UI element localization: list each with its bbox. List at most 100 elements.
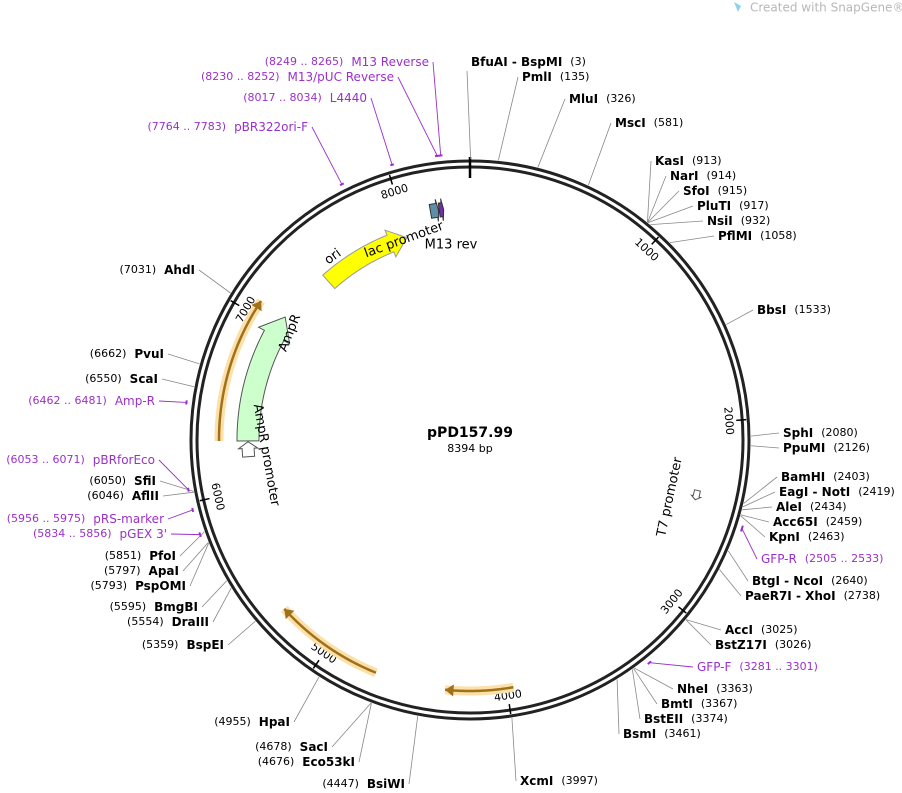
site-label: (5797) ApaI — [104, 564, 179, 578]
site-label: PmlI (135) — [522, 70, 589, 84]
site-label: BstZ17I (3026) — [715, 638, 811, 652]
site-position: (3) — [570, 55, 586, 68]
site-label: (7031) AhdI — [120, 263, 195, 277]
feature-ori — [322, 229, 408, 290]
site-name: ScaI — [130, 372, 158, 386]
site-position: (4678) — [255, 740, 292, 753]
site-label: NsiI (932) — [707, 214, 770, 228]
site-position: (914) — [707, 169, 737, 182]
site-position: (2434) — [810, 500, 847, 513]
site-name: BbsI — [757, 303, 786, 317]
site-name: BtgI - NcoI — [752, 574, 823, 588]
site-position: (4676) — [258, 755, 295, 768]
primer-line — [432, 61, 442, 156]
site-label: (5595) BmgBI — [110, 600, 198, 614]
site-position: (5359) — [142, 638, 179, 651]
primer-label: GFP-F (3281 .. 3301) — [697, 660, 818, 674]
site-line — [719, 569, 742, 597]
site-label: AccI (3025) — [725, 623, 798, 637]
site-name: pRS-marker — [93, 512, 164, 526]
primer-label: GFP-R (2505 .. 2533) — [761, 552, 883, 566]
site-name: L4440 — [330, 91, 367, 105]
site-line — [588, 122, 612, 186]
site-line — [408, 716, 419, 785]
site-name: BstEII — [644, 712, 683, 726]
site-name: MluI — [569, 92, 598, 106]
ruler-tick — [312, 659, 320, 669]
ruler-label: 2000 — [721, 406, 736, 435]
site-position: (5595) — [110, 600, 147, 613]
site-name: GFP-R — [761, 552, 797, 566]
site-label: (5554) DraIII — [127, 615, 209, 629]
primer-line — [741, 528, 758, 560]
site-position: (3281 .. 3301) — [739, 660, 818, 673]
site-position: (581) — [654, 116, 684, 129]
site-line — [685, 619, 712, 646]
site-position: (6046) — [87, 489, 124, 502]
site-name: KasI — [655, 154, 684, 168]
site-name: SfoI — [683, 184, 710, 198]
site-position: (3026) — [775, 638, 812, 651]
site-name: HpaI — [259, 715, 290, 729]
ruler-tick — [651, 236, 660, 245]
site-name: BspEI — [186, 638, 224, 652]
site-line — [650, 220, 704, 226]
site-line — [189, 543, 210, 587]
site-label: SfoI (915) — [683, 184, 747, 198]
site-position: (913) — [692, 154, 722, 167]
site-line — [634, 667, 674, 690]
site-position: (6662) — [90, 347, 127, 360]
feature-ampr — [236, 316, 291, 442]
feature-ampr-promoter — [236, 441, 260, 458]
site-position: (3363) — [716, 682, 753, 695]
site-position: (2126) — [833, 441, 870, 454]
ruler-tick — [199, 497, 210, 502]
site-position: (7031) — [120, 263, 157, 276]
site-label: (5793) PspOMI — [90, 579, 186, 593]
site-label: BmtI (3367) — [661, 697, 737, 711]
site-label: PaeR7I - XhoI (2738) — [745, 589, 880, 603]
site-line — [167, 353, 200, 365]
site-label: (6662) PvuI — [90, 347, 164, 361]
site-position: (2080) — [821, 426, 858, 439]
site-position: (2459) — [826, 515, 863, 528]
site-line — [742, 506, 773, 511]
feature-m13-rev — [437, 198, 445, 221]
site-line — [633, 668, 658, 705]
site-label: PpuMI (2126) — [783, 441, 870, 455]
ruler-tick — [388, 174, 394, 185]
site-name: SfiI — [134, 474, 156, 488]
site-label: (5359) BspEI — [142, 638, 224, 652]
site-line — [647, 190, 680, 223]
site-label: NheI (3363) — [677, 682, 753, 696]
site-label: (6550) ScaI — [85, 372, 158, 386]
site-label: (4955) HpaI — [214, 715, 290, 729]
site-line — [227, 620, 256, 646]
site-position: (4955) — [214, 715, 251, 728]
feature-t7-promoter — [690, 489, 703, 501]
site-line — [742, 491, 776, 508]
site-line — [750, 445, 780, 449]
site-position: (3025) — [761, 623, 798, 636]
site-name: BsiWI — [367, 777, 405, 791]
site-position: (6050) — [89, 474, 126, 487]
site-name: SphI — [783, 426, 813, 440]
site-name: BfuAI - BspMI — [471, 55, 562, 69]
site-label: Acc65I (2459) — [773, 515, 862, 529]
site-position: (8249 .. 8265) — [265, 55, 344, 68]
site-line — [331, 702, 372, 748]
site-position: (5834 .. 5856) — [33, 527, 112, 540]
site-position: (2640) — [831, 574, 868, 587]
primer-label: (6053 .. 6071) pBRforEco — [6, 453, 155, 467]
site-name: Acc65I — [773, 515, 818, 529]
ruler-tick — [230, 299, 240, 307]
ruler-label: 8000 — [379, 181, 410, 202]
site-position: (7764 .. 7783) — [148, 120, 227, 133]
site-label: KpnI (2463) — [769, 530, 844, 544]
site-label: XcmI (3997) — [520, 774, 598, 788]
site-label: MluI (326) — [569, 92, 636, 106]
site-label: KasI (913) — [655, 154, 722, 168]
site-name: PaeR7I - XhoI — [745, 589, 836, 603]
site-label: BstEII (3374) — [644, 712, 728, 726]
site-name: AflII — [132, 489, 159, 503]
